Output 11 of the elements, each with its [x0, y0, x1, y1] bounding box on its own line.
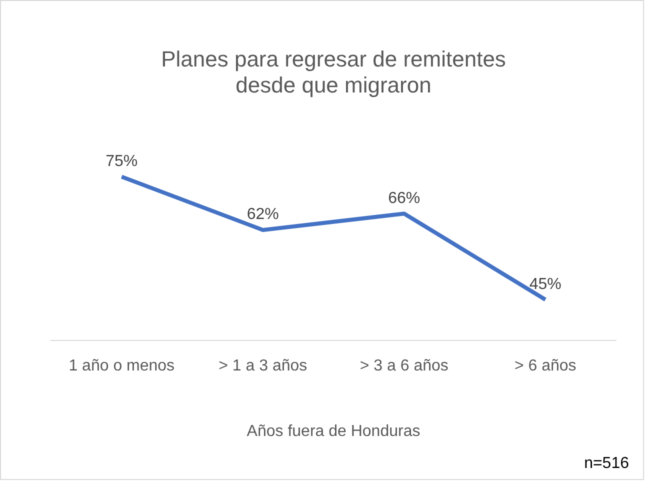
data-label: 45% — [529, 276, 562, 294]
chart-title: Planes para regresar de remitentes desde que migraron — [161, 46, 506, 98]
x-tick-label: > 1 a 3 años — [218, 358, 308, 375]
x-axis-title: Años fuera de Honduras — [246, 422, 420, 440]
text: n=516 — [584, 455, 629, 473]
x-tick-label: 1 año o menos — [68, 358, 175, 375]
data-label: 66% — [388, 190, 420, 208]
data-label: 62% — [246, 206, 279, 224]
data-label: 75% — [106, 152, 138, 171]
x-tick-label: > 6 años — [514, 358, 576, 375]
x-tick-label: > 3 a 6 años — [360, 358, 448, 375]
